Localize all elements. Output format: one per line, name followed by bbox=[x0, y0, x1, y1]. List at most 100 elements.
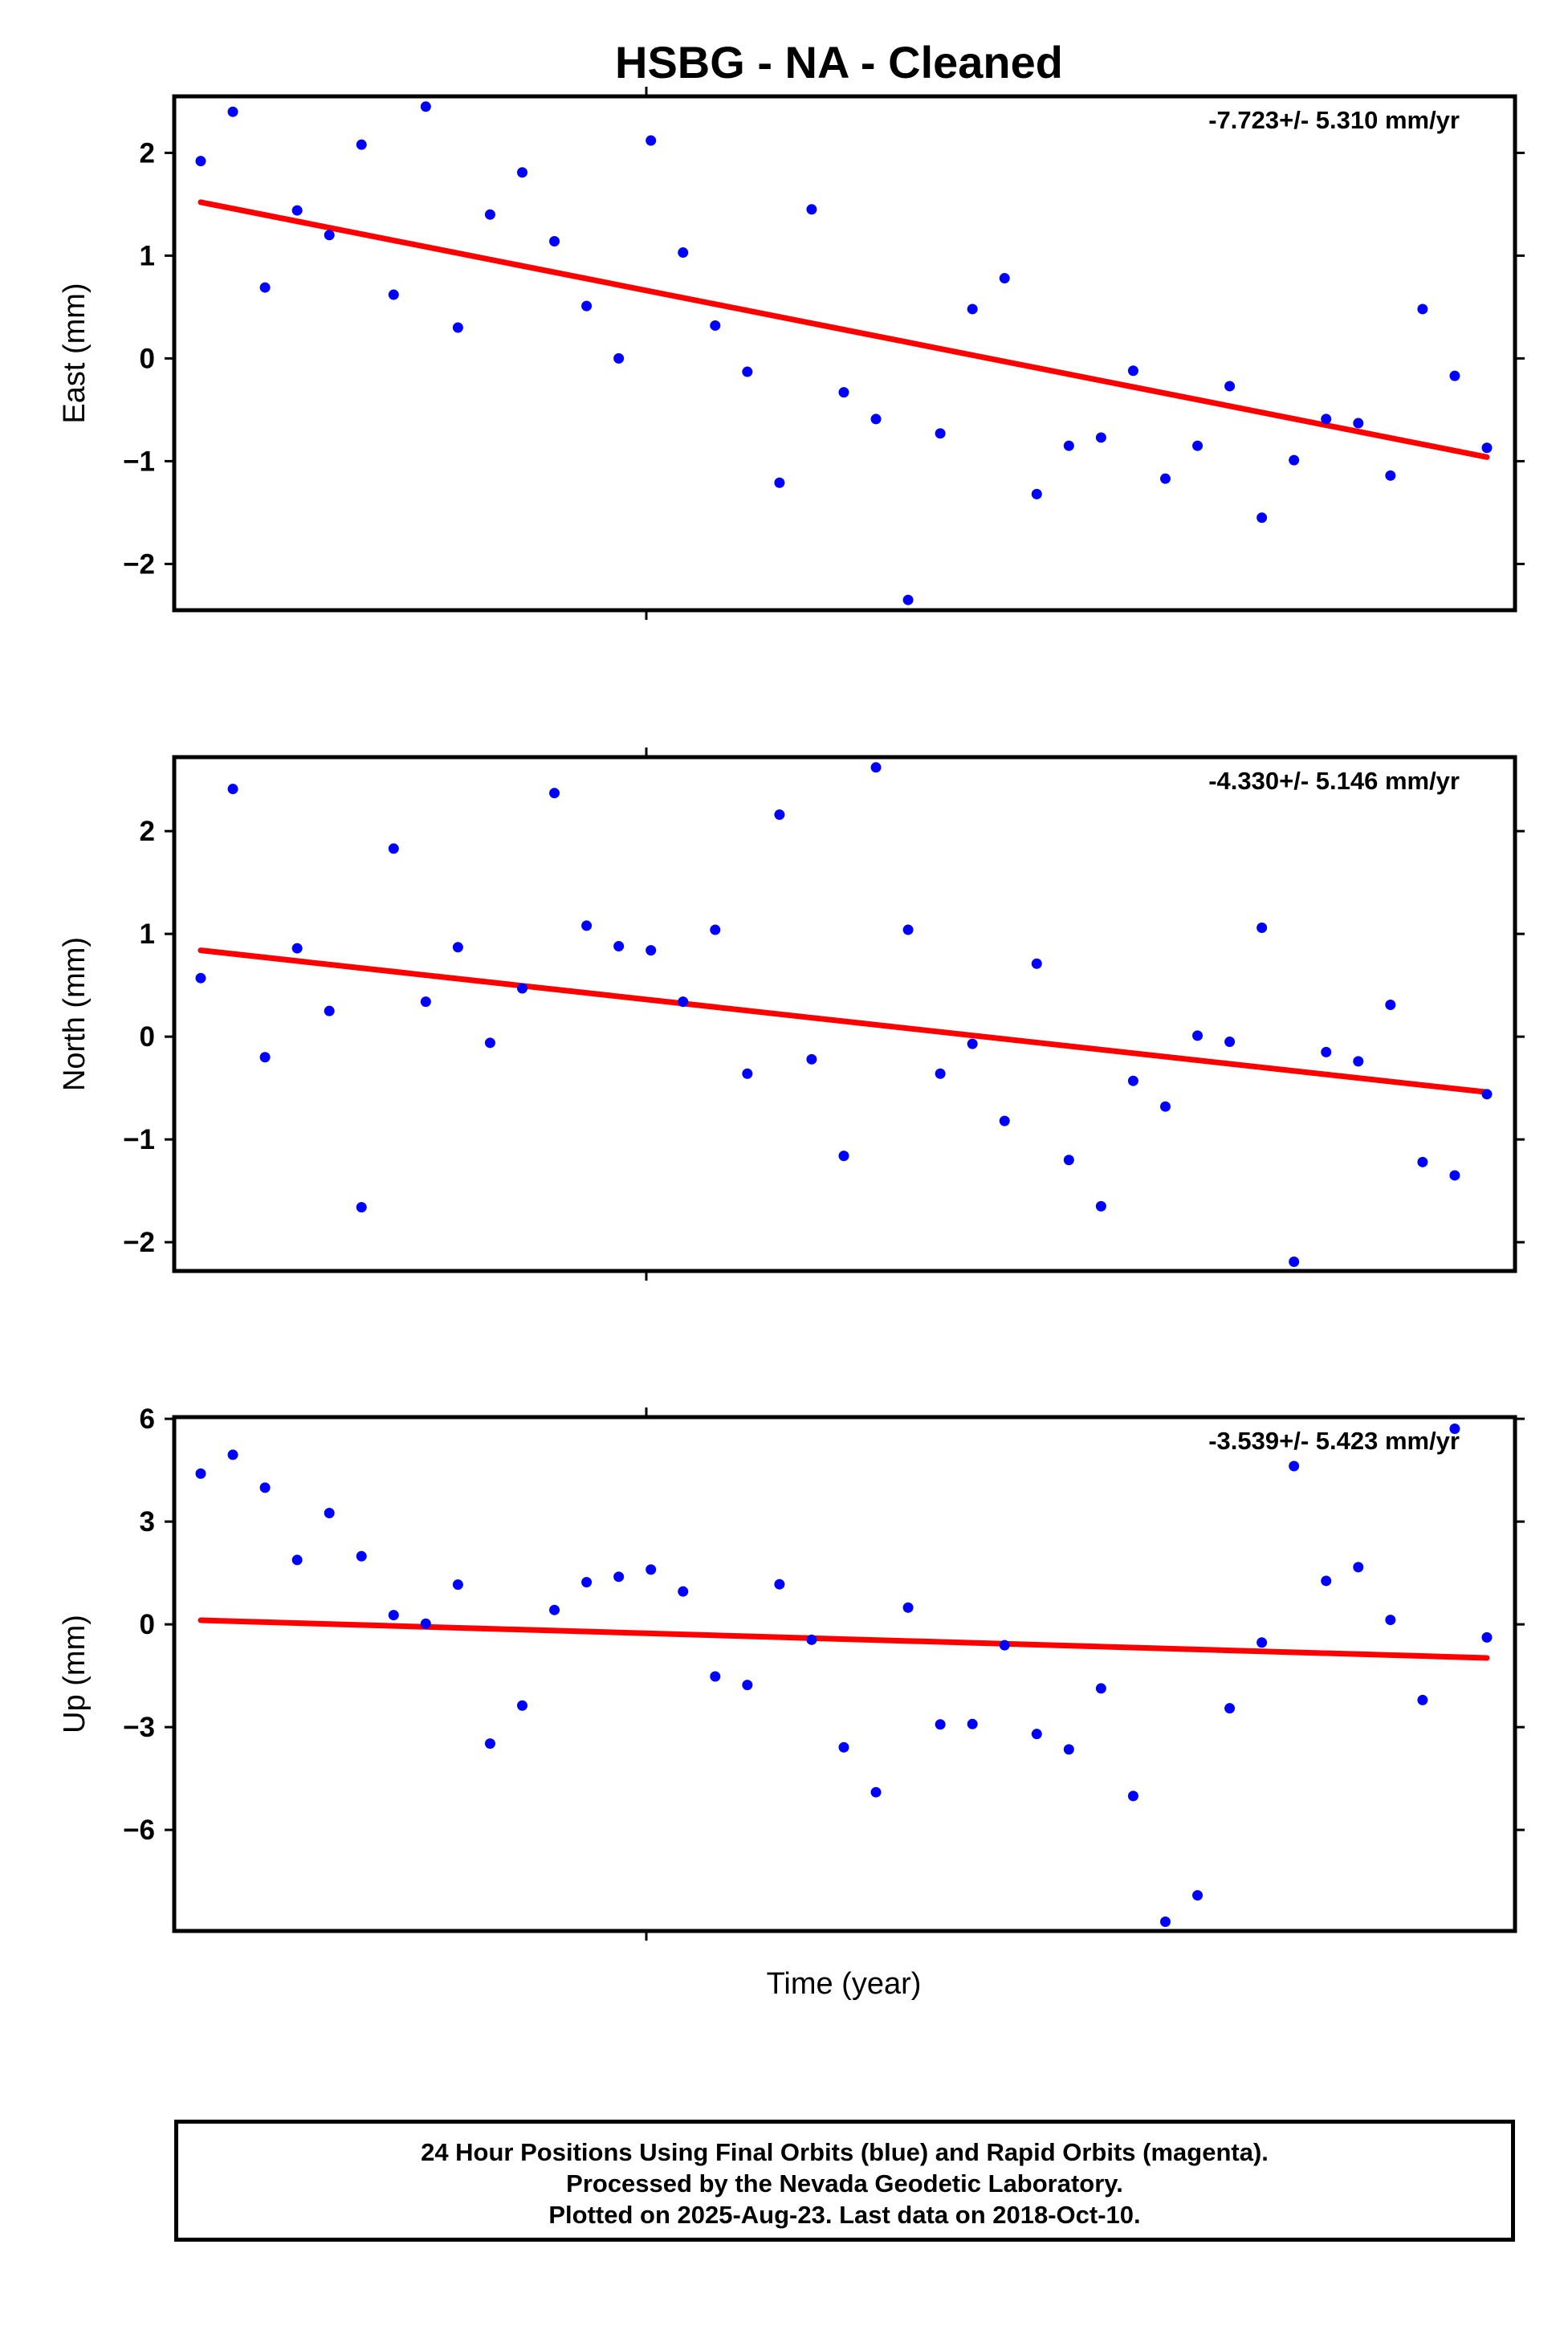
north-data-point bbox=[1256, 922, 1268, 933]
east-data-point bbox=[678, 247, 689, 259]
east-data-point bbox=[388, 289, 399, 300]
east-data-point bbox=[806, 204, 817, 215]
east-data-point bbox=[774, 477, 785, 488]
up-data-point bbox=[1289, 1460, 1300, 1472]
north-data-point bbox=[1095, 1200, 1106, 1212]
north-data-point bbox=[1224, 1037, 1236, 1048]
up-data-point bbox=[838, 1741, 849, 1753]
up-y-axis-label: Up (mm) bbox=[58, 1615, 92, 1733]
up-data-point bbox=[806, 1634, 817, 1645]
east-data-point bbox=[420, 101, 431, 112]
up-trend-line bbox=[198, 1617, 1490, 1661]
up-data-point bbox=[1417, 1694, 1428, 1705]
up-data-point bbox=[356, 1550, 367, 1562]
east-data-point bbox=[227, 106, 238, 117]
east-data-point bbox=[259, 282, 271, 293]
north-data-point bbox=[646, 945, 657, 956]
north-data-point bbox=[1353, 1056, 1364, 1067]
north-data-point bbox=[356, 1202, 367, 1213]
east-data-point bbox=[1031, 488, 1042, 499]
up-data-point bbox=[1321, 1575, 1332, 1587]
up-data-point bbox=[710, 1671, 721, 1682]
footer-line-dates: Plotted on 2025-Aug-23. Last data on 201… bbox=[548, 2201, 1141, 2229]
up-data-point bbox=[902, 1602, 914, 1613]
up-data-point bbox=[1160, 1916, 1171, 1927]
up-data-point bbox=[549, 1604, 560, 1615]
north-data-point bbox=[324, 1005, 335, 1016]
north-trend-line bbox=[198, 947, 1490, 1095]
east-data-point bbox=[484, 209, 495, 220]
north-data-point bbox=[1321, 1046, 1332, 1057]
east-data-point bbox=[1353, 418, 1364, 429]
chart-title: HSBG - NA - Cleaned bbox=[615, 37, 1063, 88]
north-data-point bbox=[806, 1053, 817, 1065]
east-data-point bbox=[967, 303, 978, 315]
north-data-point bbox=[195, 972, 206, 984]
east-data-point bbox=[1449, 370, 1460, 381]
up-data-point bbox=[999, 1640, 1010, 1651]
east-data-point bbox=[1417, 303, 1428, 315]
north-data-point bbox=[388, 843, 399, 854]
up-data-point bbox=[967, 1718, 978, 1729]
north-data-point bbox=[935, 1068, 946, 1079]
north-data-point bbox=[517, 983, 527, 994]
north-data-point bbox=[1192, 1030, 1203, 1041]
north-data-point bbox=[227, 784, 238, 795]
east-ytick-label: 0 bbox=[140, 343, 155, 374]
north-data-point bbox=[1031, 958, 1042, 969]
north-ytick-label: 1 bbox=[140, 919, 155, 950]
north-data-point bbox=[870, 762, 882, 773]
east-data-point bbox=[613, 352, 625, 364]
up-data-point bbox=[195, 1468, 206, 1479]
up-data-point bbox=[259, 1482, 271, 1493]
north-data-point bbox=[1449, 1170, 1460, 1181]
north-data-point bbox=[1160, 1101, 1171, 1112]
north-data-point bbox=[581, 920, 593, 931]
east-data-point bbox=[1289, 454, 1300, 466]
east-data-point bbox=[742, 366, 753, 377]
up-data-point bbox=[1031, 1729, 1042, 1740]
east-panel: −2 −1 0 1 2 East (mm) -7.723+/- 5.310 mm/yr bbox=[58, 87, 1525, 620]
east-data-point bbox=[1192, 440, 1203, 451]
up-data-point bbox=[324, 1507, 335, 1518]
north-data-point bbox=[678, 996, 689, 1008]
east-trend-line bbox=[198, 199, 1490, 460]
east-data-point bbox=[1063, 440, 1074, 451]
east-data-point bbox=[838, 387, 849, 398]
east-data-point bbox=[356, 139, 367, 150]
north-data-point bbox=[742, 1068, 753, 1079]
north-data-point bbox=[902, 924, 914, 935]
east-data-point bbox=[999, 273, 1010, 284]
up-data-point bbox=[774, 1578, 785, 1590]
north-data-point bbox=[291, 943, 303, 954]
east-y-axis-label: East (mm) bbox=[58, 283, 92, 423]
up-ytick-label: 6 bbox=[140, 1403, 155, 1435]
east-data-point bbox=[646, 135, 657, 146]
up-data-point bbox=[581, 1577, 593, 1588]
up-data-point bbox=[517, 1700, 527, 1711]
east-plot-frame bbox=[172, 94, 1517, 613]
up-data-point bbox=[1063, 1744, 1074, 1755]
east-ytick-label: 1 bbox=[140, 240, 155, 271]
up-data-point bbox=[1224, 1703, 1236, 1714]
up-data-point bbox=[1095, 1683, 1106, 1694]
east-data-point bbox=[517, 167, 527, 178]
north-data-point bbox=[420, 996, 431, 1008]
up-panel: −6 −3 0 3 6 Up (mm) -3.539+/- 5.423 mm/yr bbox=[58, 1403, 1525, 1941]
north-ytick-label: 2 bbox=[140, 816, 155, 847]
north-data-point bbox=[452, 942, 463, 953]
up-data-point bbox=[291, 1554, 303, 1566]
up-ytick-label: −3 bbox=[123, 1712, 155, 1743]
north-data-point bbox=[838, 1151, 849, 1162]
up-data-point bbox=[678, 1586, 689, 1597]
up-data-point bbox=[452, 1579, 463, 1591]
up-data-point bbox=[227, 1449, 238, 1460]
x-axis-label: Time (year) bbox=[767, 1967, 922, 2001]
up-data-point bbox=[1256, 1637, 1268, 1648]
east-data-point bbox=[1256, 512, 1268, 523]
north-data-point bbox=[710, 924, 721, 935]
east-data-point bbox=[324, 230, 335, 241]
east-data-point bbox=[195, 156, 206, 167]
east-data-point bbox=[935, 428, 946, 439]
